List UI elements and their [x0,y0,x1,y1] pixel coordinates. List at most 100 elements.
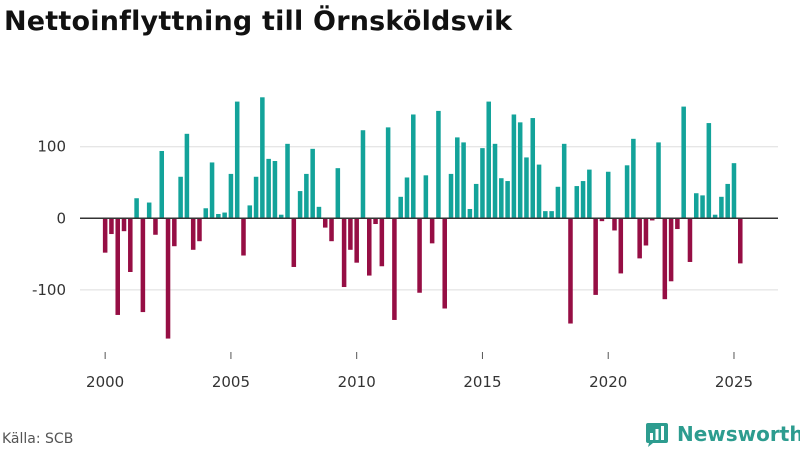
bar [411,114,416,219]
bar [115,218,120,315]
bar [668,218,674,282]
bars [102,97,743,339]
bar [587,169,592,219]
bar [140,218,146,313]
bar [316,206,322,219]
bar [442,218,447,309]
y-tick-label: -100 [32,281,66,299]
bar [505,181,510,219]
bar [360,130,366,219]
bar [335,168,341,219]
bar [322,218,328,228]
bar [310,148,315,219]
grid-lines [80,146,778,291]
x-tick-label: 2015 [463,373,501,391]
x-tick-label: 2000 [86,373,124,391]
bar [341,218,347,288]
bar [738,218,743,264]
bar [266,158,271,219]
bar [486,101,491,219]
bar [354,218,359,263]
source-label: Källa: SCB [2,431,74,447]
bar [379,218,385,267]
bar [436,110,441,219]
brand-logo: Newsworthy [644,420,800,448]
bar [631,138,636,219]
bar [203,208,209,219]
bar [480,148,485,219]
bar [712,214,718,219]
x-axis-ticks: 2000 2005 2010 2015 2020 2025 [86,352,753,391]
bar [593,218,598,295]
bar [599,218,605,222]
bar [612,218,617,231]
bar [121,218,127,232]
bar [134,198,139,219]
bar [297,191,303,219]
bar [561,143,567,219]
chart-title: Nettoinflyttning till Örnsköldsvik [4,6,513,37]
brand-name: Newsworthy [677,422,800,446]
x-tick-label: 2020 [589,373,627,391]
bar [367,218,372,276]
bar [719,196,724,219]
bar [285,143,290,219]
bar [643,218,649,246]
bar [524,157,529,219]
bar [687,218,693,262]
bar [190,218,196,250]
bar [348,218,353,250]
bar [253,176,259,219]
bar [555,186,561,219]
bar [580,181,586,219]
bar [272,161,278,219]
bar [102,218,108,253]
x-tick-label: 2005 [212,373,250,391]
bar [473,183,479,219]
bar [153,218,158,235]
bar [216,213,221,219]
bar [234,101,240,219]
bar [517,122,523,219]
y-tick-label: 100 [37,138,66,156]
bar [398,196,403,219]
bar [209,162,215,219]
bar [681,106,686,219]
bar [662,218,668,300]
bar [693,193,699,219]
bar [128,218,133,272]
bar [618,218,624,274]
bar [731,163,737,219]
bar [159,150,165,219]
bar [549,211,554,219]
x-tick-label: 2025 [715,373,753,391]
bar [429,218,435,244]
bar [178,176,183,219]
bar [385,127,391,219]
bar [448,173,454,219]
bar [329,218,334,242]
bar [530,118,536,219]
bar [404,177,410,219]
bar [222,212,227,219]
bar [247,205,253,219]
bar [241,218,246,256]
newsworthy-logo-icon [646,423,668,447]
bar [656,142,661,219]
bar [624,165,630,219]
bar [260,97,265,219]
bar [373,218,378,225]
bar [492,143,498,219]
bar [568,218,573,324]
bar [543,211,548,219]
bar [536,164,542,219]
bar [197,218,202,242]
bar [304,173,309,219]
bar [423,175,429,219]
bar [278,214,284,219]
bar [146,202,152,219]
x-tick-label: 2010 [338,373,376,391]
bar [700,195,705,219]
bar [228,173,234,219]
bar [165,218,171,339]
